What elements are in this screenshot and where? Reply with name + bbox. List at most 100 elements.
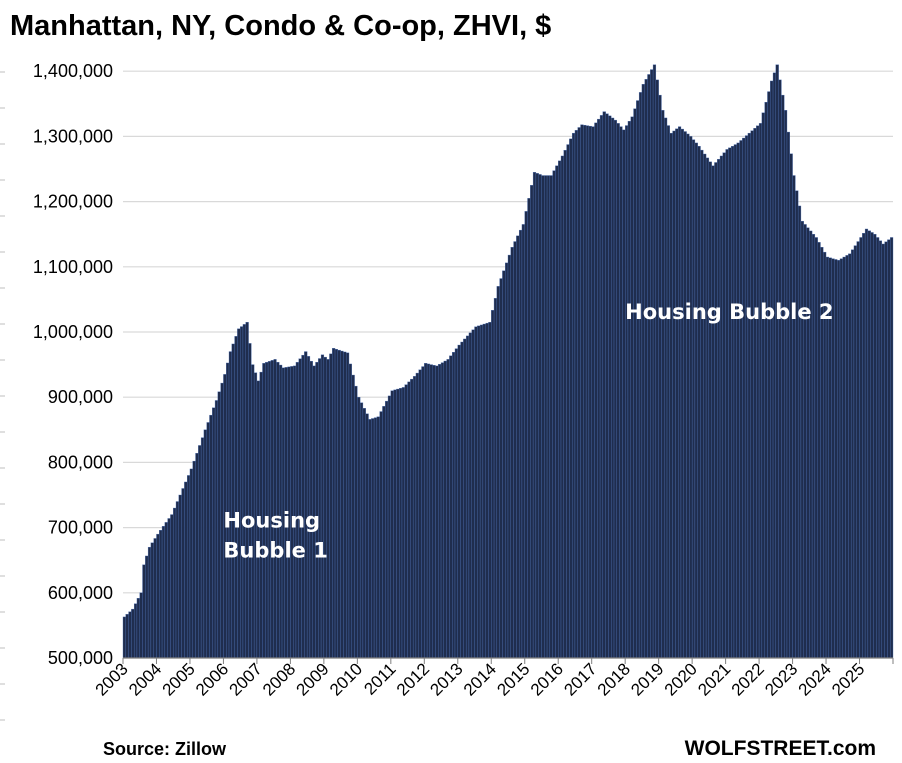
y-tick-label: 1,000,000 bbox=[33, 322, 113, 342]
bar bbox=[170, 514, 174, 659]
bar bbox=[198, 445, 202, 659]
bar bbox=[399, 388, 403, 659]
bar bbox=[870, 232, 874, 659]
bar bbox=[488, 322, 492, 659]
bar bbox=[764, 101, 768, 659]
bar bbox=[784, 110, 788, 659]
x-tick-label: 2017 bbox=[560, 659, 600, 699]
bar bbox=[446, 359, 450, 659]
bar bbox=[133, 603, 138, 659]
x-tick-label: 2012 bbox=[393, 659, 433, 699]
bar bbox=[549, 175, 553, 659]
bar bbox=[853, 245, 857, 659]
bar bbox=[379, 411, 383, 659]
x-tick-label: 2019 bbox=[627, 659, 667, 699]
bar bbox=[691, 139, 696, 659]
bar bbox=[555, 165, 559, 659]
bar bbox=[421, 366, 425, 659]
bar bbox=[346, 352, 350, 659]
annotations: Housing Bubble 1 Housing Bubble 2 bbox=[223, 300, 833, 563]
bar bbox=[577, 127, 581, 659]
bar bbox=[546, 175, 551, 659]
bar bbox=[477, 325, 481, 659]
bar bbox=[839, 258, 843, 659]
bar bbox=[474, 326, 478, 659]
bar bbox=[516, 235, 520, 659]
x-tick-label: 2006 bbox=[192, 659, 232, 699]
bar bbox=[560, 155, 564, 659]
bar bbox=[591, 126, 595, 659]
bar bbox=[544, 175, 548, 659]
bar bbox=[320, 354, 325, 659]
bar bbox=[781, 94, 785, 659]
bar bbox=[845, 255, 849, 659]
bar bbox=[566, 144, 570, 659]
bar bbox=[142, 564, 146, 659]
bar bbox=[301, 354, 305, 659]
bar bbox=[167, 518, 171, 659]
bar bbox=[756, 125, 760, 659]
bar bbox=[131, 608, 135, 659]
x-tick-label: 2004 bbox=[125, 659, 165, 699]
bar bbox=[245, 322, 249, 659]
bar bbox=[468, 332, 472, 659]
bar bbox=[624, 125, 629, 659]
bar bbox=[401, 387, 405, 659]
y-tick-label: 600,000 bbox=[48, 583, 113, 603]
bar bbox=[744, 135, 749, 659]
bar bbox=[666, 125, 670, 659]
bar bbox=[571, 132, 576, 659]
bar bbox=[354, 385, 358, 659]
bar bbox=[449, 355, 453, 659]
bar bbox=[452, 352, 456, 659]
bar bbox=[864, 228, 869, 659]
bar bbox=[513, 241, 517, 659]
bar bbox=[237, 328, 241, 659]
x-tick-label: 2015 bbox=[493, 659, 533, 699]
bar bbox=[485, 322, 489, 659]
brand-label: WOLFSTREET.com bbox=[684, 737, 876, 760]
bar bbox=[658, 94, 662, 659]
bar bbox=[800, 220, 804, 659]
bar bbox=[689, 136, 693, 659]
bar bbox=[873, 234, 877, 659]
bar bbox=[722, 152, 726, 659]
bar bbox=[867, 230, 871, 659]
y-tick-label: 900,000 bbox=[48, 387, 113, 407]
x-tick-label: 2020 bbox=[661, 659, 701, 699]
bar bbox=[655, 79, 659, 659]
source-label: Source: Zillow bbox=[103, 739, 227, 759]
bar bbox=[558, 160, 562, 659]
bar bbox=[527, 198, 531, 659]
y-tick-label: 800,000 bbox=[48, 452, 113, 472]
bar bbox=[340, 350, 344, 659]
bar bbox=[440, 362, 445, 659]
bar bbox=[541, 175, 545, 659]
bar bbox=[457, 344, 461, 659]
bar bbox=[728, 147, 732, 659]
bar bbox=[711, 165, 715, 659]
bar bbox=[859, 237, 863, 659]
x-tick-label: 2024 bbox=[795, 659, 835, 699]
bar bbox=[200, 437, 205, 659]
bar bbox=[359, 402, 364, 659]
bar bbox=[669, 132, 673, 659]
bar bbox=[856, 241, 860, 659]
bar bbox=[739, 140, 743, 659]
bar bbox=[195, 453, 199, 659]
bar bbox=[661, 110, 665, 659]
bar bbox=[789, 153, 793, 659]
bar bbox=[636, 100, 640, 659]
bar bbox=[122, 616, 126, 659]
bar bbox=[694, 142, 698, 659]
bar bbox=[806, 227, 810, 659]
bar bbox=[496, 286, 500, 659]
bar bbox=[792, 175, 796, 659]
bar bbox=[424, 363, 428, 659]
bar bbox=[248, 343, 252, 659]
bar bbox=[633, 108, 637, 659]
bar bbox=[630, 116, 634, 659]
bar bbox=[412, 376, 417, 659]
bar bbox=[650, 69, 654, 659]
